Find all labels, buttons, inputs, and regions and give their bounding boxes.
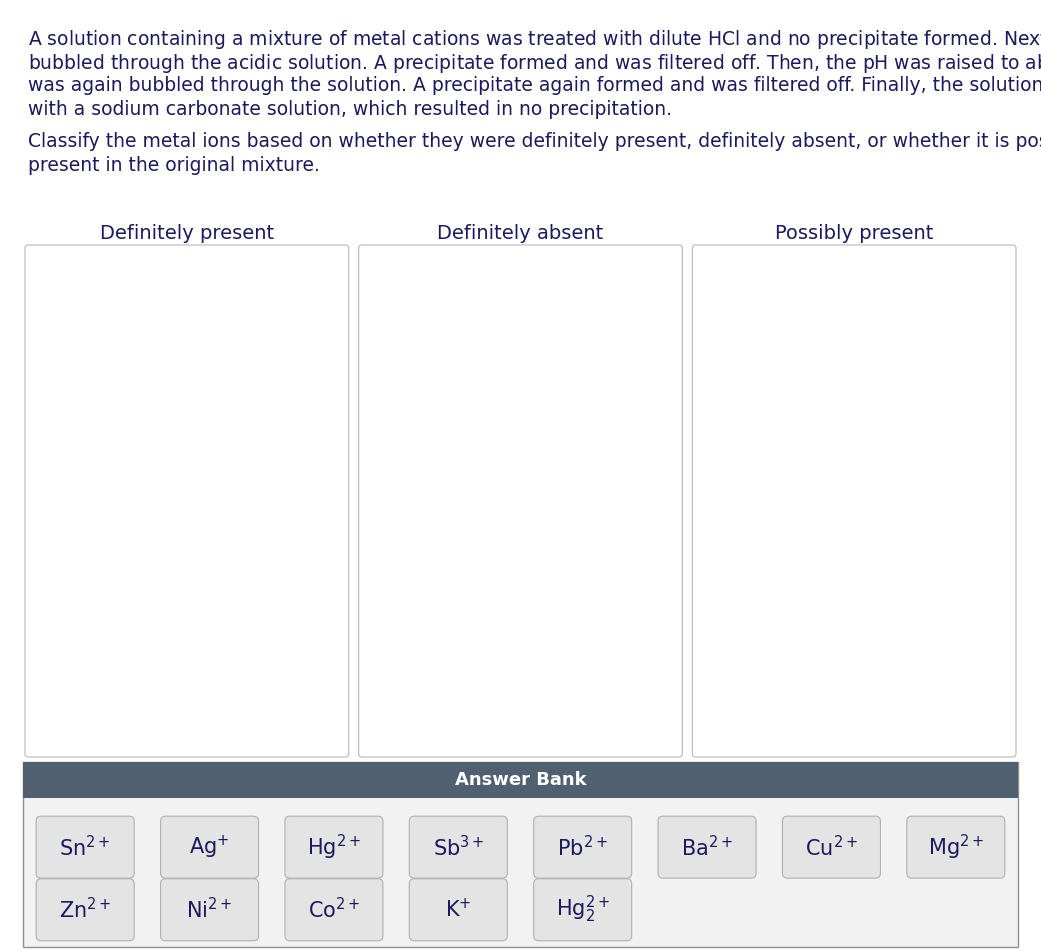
Text: with a sodium carbonate solution, which resulted in no precipitation.: with a sodium carbonate solution, which …	[28, 100, 672, 119]
Text: $\mathrm{Co^{2+}}$: $\mathrm{Co^{2+}}$	[308, 897, 360, 922]
Text: $\mathrm{Ag^{+}}$: $\mathrm{Ag^{+}}$	[189, 833, 230, 861]
Text: $\mathrm{Pb^{2+}}$: $\mathrm{Pb^{2+}}$	[557, 835, 608, 860]
Bar	[23, 762, 1018, 947]
FancyBboxPatch shape	[36, 816, 134, 878]
FancyBboxPatch shape	[534, 879, 632, 941]
FancyBboxPatch shape	[409, 816, 507, 878]
FancyBboxPatch shape	[285, 879, 383, 941]
Text: $\mathrm{Sb^{3+}}$: $\mathrm{Sb^{3+}}$	[433, 835, 484, 860]
FancyBboxPatch shape	[359, 245, 682, 757]
Text: present in the original mixture.: present in the original mixture.	[28, 156, 320, 175]
Text: $\mathrm{K^{+}}$: $\mathrm{K^{+}}$	[446, 898, 472, 922]
Text: $\mathrm{Hg^{2+}}$: $\mathrm{Hg^{2+}}$	[307, 832, 361, 862]
FancyBboxPatch shape	[783, 816, 881, 878]
FancyBboxPatch shape	[160, 816, 258, 878]
FancyBboxPatch shape	[409, 879, 507, 941]
FancyBboxPatch shape	[25, 245, 349, 757]
Text: A solution containing a mixture of metal cations was treated with dilute HCl and: A solution containing a mixture of metal…	[28, 28, 1041, 51]
Text: $\mathrm{Ba^{2+}}$: $\mathrm{Ba^{2+}}$	[681, 835, 733, 860]
FancyBboxPatch shape	[285, 816, 383, 878]
Text: bubbled through the acidic solution. A precipitate formed and was filtered off. : bubbled through the acidic solution. A p…	[28, 52, 1041, 75]
Text: Answer Bank: Answer Bank	[455, 771, 586, 789]
Text: $\mathrm{Sn^{2+}}$: $\mathrm{Sn^{2+}}$	[59, 835, 111, 860]
Text: was again bubbled through the solution. A precipitate again formed and was filte: was again bubbled through the solution. …	[28, 76, 1041, 95]
Text: $\mathrm{Ni^{2+}}$: $\mathrm{Ni^{2+}}$	[186, 897, 233, 922]
FancyBboxPatch shape	[36, 879, 134, 941]
FancyBboxPatch shape	[534, 816, 632, 878]
Text: $\mathrm{Hg_2^{2+}}$: $\mathrm{Hg_2^{2+}}$	[556, 894, 610, 925]
Text: Definitely absent: Definitely absent	[437, 224, 604, 243]
Text: $\mathrm{Cu^{2+}}$: $\mathrm{Cu^{2+}}$	[805, 835, 858, 860]
Text: $\mathrm{Mg^{2+}}$: $\mathrm{Mg^{2+}}$	[928, 832, 984, 862]
FancyBboxPatch shape	[658, 816, 756, 878]
Text: Possibly present: Possibly present	[775, 224, 934, 243]
Text: Classify the metal ions based on whether they were definitely present, definitel: Classify the metal ions based on whether…	[28, 132, 1041, 151]
FancyBboxPatch shape	[160, 879, 258, 941]
FancyBboxPatch shape	[907, 816, 1005, 878]
Bar	[23, 762, 1018, 798]
Text: Definitely present: Definitely present	[100, 224, 274, 243]
Text: $\mathrm{Zn^{2+}}$: $\mathrm{Zn^{2+}}$	[59, 897, 111, 922]
FancyBboxPatch shape	[692, 245, 1016, 757]
